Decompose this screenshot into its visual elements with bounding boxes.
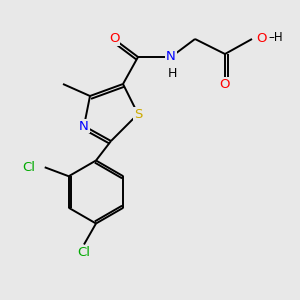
- Text: S: S: [134, 107, 142, 121]
- Text: Cl: Cl: [23, 161, 36, 174]
- Text: O: O: [109, 32, 119, 46]
- Text: H: H: [168, 67, 177, 80]
- Text: –H: –H: [268, 31, 283, 44]
- Text: O: O: [220, 77, 230, 91]
- Text: N: N: [166, 50, 176, 64]
- Text: N: N: [79, 119, 89, 133]
- Text: Cl: Cl: [77, 245, 91, 259]
- Text: O: O: [256, 32, 267, 46]
